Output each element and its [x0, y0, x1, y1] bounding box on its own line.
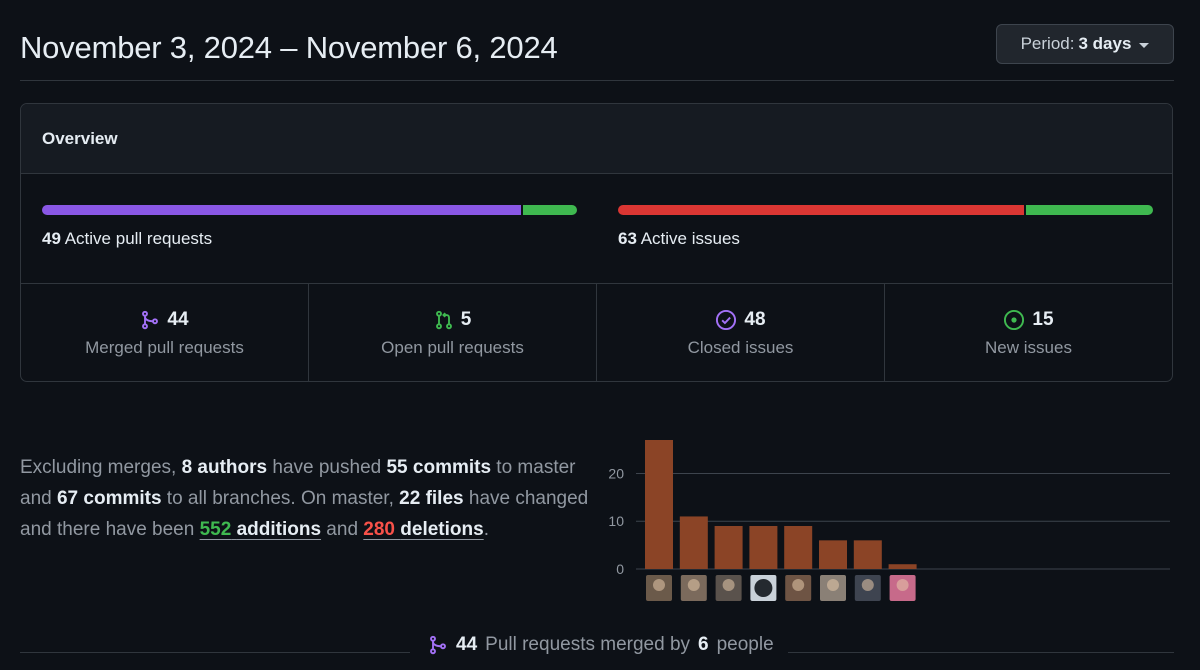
deletions-link[interactable]: 280 deletions [363, 519, 483, 540]
issue-progress-bar [618, 205, 1153, 215]
commits-all-count: 67 commits [56, 488, 162, 509]
page-header: November 3, 2024 – November 6, 2024 Peri… [20, 24, 1174, 81]
summary-text: Excluding merges, [20, 457, 182, 478]
summary-text: and [321, 519, 364, 540]
deletions-count: 280 [363, 519, 395, 540]
commits-by-author-chart: 0 10 20 [608, 440, 1170, 601]
overview-title: Overview [21, 104, 1172, 174]
stat-label: New issues [985, 338, 1072, 357]
period-value: 3 days [1078, 34, 1132, 53]
period-dropdown-button[interactable]: Period: 3 days [996, 24, 1174, 64]
issue-bar-group[interactable]: 63 Active issues [618, 205, 1153, 249]
additions-word: additions [236, 519, 322, 540]
pr-merged-segment [42, 205, 521, 215]
stat-label: Closed issues [687, 338, 794, 357]
summary-text: have pushed [267, 457, 387, 478]
chart-bar[interactable] [645, 440, 673, 569]
y-tick-label: 0 [616, 561, 624, 577]
pr-open-segment [522, 205, 577, 215]
authors-count: 8 authors [181, 457, 268, 478]
avatar-face [896, 579, 909, 591]
merged-text: Pull requests merged by [485, 634, 691, 655]
chart-bar[interactable] [679, 516, 708, 569]
people-count: 6 [698, 634, 709, 655]
git-merge-icon [140, 310, 160, 330]
issue-bar-label: 63 Active issues [618, 229, 1153, 249]
pr-progress-bar [42, 205, 577, 215]
overview-stats: 44 Merged pull requests 5 Open pull requ… [21, 284, 1172, 381]
stat-open-prs[interactable]: 5 Open pull requests [309, 284, 597, 381]
avatar-face [827, 579, 839, 591]
merged-prs-heading[interactable]: 44 Pull requests merged by 6 people [410, 630, 788, 660]
chart-bar[interactable] [714, 526, 743, 569]
issue-closed-segment [618, 205, 1025, 215]
issue-active-text: Active issues [640, 229, 740, 248]
deletions-word: deletions [400, 519, 484, 540]
people-text: people [716, 634, 774, 655]
avatar-face [653, 579, 665, 591]
y-tick-label: 20 [608, 465, 624, 481]
additions-link[interactable]: 552 additions [200, 519, 321, 540]
issue-closed-icon [715, 309, 737, 331]
caret-down-icon [1139, 42, 1150, 48]
issue-open-segment [1026, 205, 1153, 215]
chart-bar[interactable] [749, 526, 778, 569]
stat-label: Open pull requests [381, 338, 524, 357]
merged-prs-footer: 44 Pull requests merged by 6 people [20, 630, 1174, 660]
summary-text: have changed and there have been [20, 488, 589, 540]
issue-opened-icon [1003, 309, 1025, 331]
avatar-face [861, 579, 874, 591]
chart-bar[interactable] [784, 526, 813, 569]
stat-new-issues[interactable]: 15 New issues [885, 284, 1172, 381]
summary-text: to all branches. On master, [161, 488, 400, 509]
pr-active-count: 49 [42, 229, 61, 248]
y-tick-label: 10 [608, 513, 624, 529]
stat-closed-issues[interactable]: 48 Closed issues [597, 284, 885, 381]
git-merge-icon [428, 635, 448, 655]
stat-value: 5 [460, 309, 472, 330]
commit-summary: Excluding merges, 8 authors have pushed … [20, 452, 590, 545]
page-title: November 3, 2024 – November 6, 2024 [20, 30, 558, 65]
stat-value: 15 [1032, 309, 1054, 330]
pr-active-text: Active pull requests [64, 229, 213, 248]
stat-value: 44 [167, 309, 189, 330]
chart-bar[interactable] [819, 540, 847, 569]
avatar-face [687, 579, 700, 591]
additions-count: 552 [199, 519, 232, 540]
stat-merged-prs[interactable]: 44 Merged pull requests [21, 284, 309, 381]
period-label: Period: [1020, 34, 1075, 53]
stat-value: 48 [744, 309, 766, 330]
avatar-face [722, 579, 735, 591]
summary-text: . [483, 519, 489, 540]
summary-text: to master and [20, 457, 576, 509]
stat-label: Merged pull requests [85, 338, 244, 357]
issue-active-count: 63 [618, 229, 637, 248]
github-icon [754, 579, 773, 597]
git-pull-request-icon [434, 310, 454, 330]
pr-bar-label: 49 Active pull requests [42, 229, 577, 249]
files-changed-count: 22 files [399, 488, 464, 509]
merged-count: 44 [456, 634, 478, 655]
chart-bar[interactable] [853, 540, 882, 569]
overview-bars: 49 Active pull requests 63 Active issues [21, 174, 1172, 284]
commits-master-count: 55 commits [386, 457, 492, 478]
overview-panel: Overview 49 Active pull requests 63 Acti… [20, 103, 1173, 382]
avatar-face [792, 579, 805, 591]
chart-bar[interactable] [888, 564, 917, 569]
pr-bar-group[interactable]: 49 Active pull requests [42, 205, 577, 249]
